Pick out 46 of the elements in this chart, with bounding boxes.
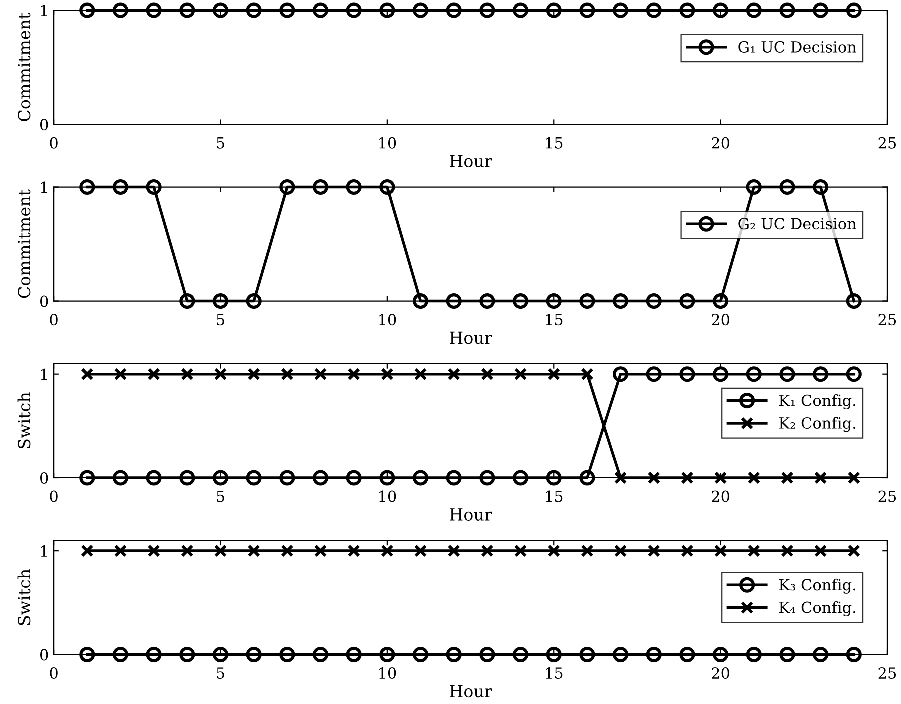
- x-tick-label: 10: [380, 314, 396, 326]
- legend-label: G₁ UC Decision: [738, 41, 857, 53]
- x-tick-label: 25: [878, 314, 896, 326]
- legend-label: K₄ Config.: [779, 602, 856, 617]
- x-tick-label: 0: [50, 667, 58, 680]
- x-tick-label: 0: [50, 314, 58, 326]
- x-axis-title: Hour: [450, 332, 492, 344]
- y-tick-label: 1: [41, 182, 48, 194]
- x-tick-label: 15: [546, 137, 563, 149]
- x-tick-label: 15: [546, 667, 563, 680]
- y-axis-title: Commitment: [18, 12, 31, 122]
- legend-label: K₃ Config.: [779, 578, 856, 594]
- x-tick-label: 0: [50, 490, 58, 502]
- y-axis-title: Switch: [18, 569, 31, 626]
- y-tick-label: 0: [40, 472, 48, 484]
- x-tick-label: 5: [217, 668, 224, 680]
- y-axis-title: Switch: [18, 392, 31, 448]
- x-tick-label: 0: [50, 137, 58, 149]
- y-tick-label: 1: [41, 546, 48, 557]
- x-tick-label: 15: [546, 490, 563, 502]
- x-tick-label: 5: [217, 138, 224, 149]
- x-tick-label: 5: [217, 314, 224, 326]
- y-tick-label: 1: [41, 5, 48, 16]
- x-tick-label: 25: [878, 490, 896, 502]
- y-tick-label: 0: [40, 119, 48, 131]
- y-tick-label: 1: [41, 368, 48, 380]
- y-tick-label: 0: [40, 649, 48, 661]
- x-tick-label: 20: [712, 314, 730, 326]
- x-axis-title: Hour: [450, 685, 492, 698]
- x-tick-label: 20: [712, 667, 730, 680]
- x-axis-title: Hour: [450, 155, 492, 168]
- legend-label: K₁ Config.: [779, 394, 856, 410]
- y-tick-label: 0: [40, 296, 48, 308]
- x-tick-label: 10: [380, 667, 396, 680]
- x-tick-label: 5: [217, 490, 224, 502]
- x-tick-label: 10: [380, 490, 396, 502]
- x-tick-label: 20: [712, 490, 730, 502]
- y-axis-title: Commitment: [18, 190, 31, 298]
- x-axis-title: Hour: [450, 508, 492, 521]
- legend-label: G₂ UC Decision: [738, 218, 857, 230]
- legend-label: K₂ Config.: [779, 417, 856, 432]
- x-tick-label: 25: [878, 137, 896, 149]
- x-tick-label: 15: [546, 314, 563, 326]
- x-tick-label: 10: [380, 137, 396, 149]
- x-tick-label: 20: [712, 137, 730, 149]
- x-tick-label: 25: [878, 667, 896, 680]
